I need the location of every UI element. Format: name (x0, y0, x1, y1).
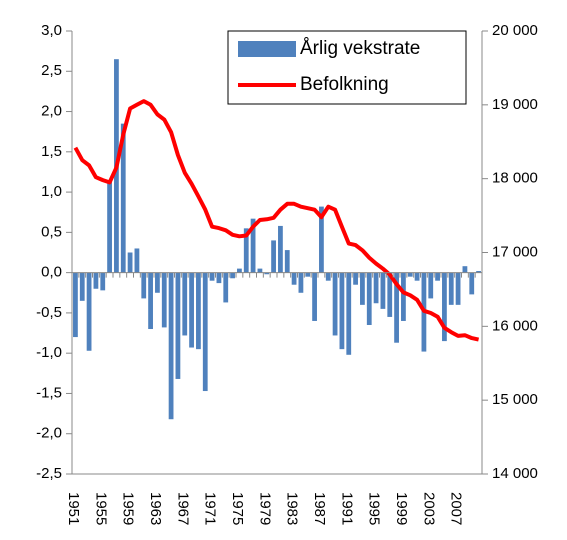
bar (120, 123, 126, 273)
y-tick-label: 0,5 (41, 223, 62, 240)
y2-tick-label: 17 000 (492, 243, 538, 260)
y-tick-label: -1,0 (36, 344, 62, 361)
bar (223, 272, 229, 303)
bar (353, 272, 358, 285)
bar (448, 272, 454, 305)
y2-tick-label: 18 000 (492, 170, 538, 187)
bar (312, 272, 317, 321)
bar (209, 272, 215, 281)
y-tick-label: -1,5 (36, 384, 62, 401)
bar (380, 272, 386, 309)
x-tick-label: 1959 (120, 492, 137, 525)
bar (73, 272, 78, 338)
bar (257, 268, 263, 273)
bar (155, 272, 160, 293)
bar (141, 272, 147, 299)
bar (332, 272, 338, 336)
y-tick-label: 0,0 (41, 264, 62, 281)
y2-tick-label: 19 000 (492, 96, 538, 113)
bar (414, 272, 420, 281)
bar (93, 272, 99, 289)
y2-tick-label: 20 000 (492, 22, 538, 39)
bar (325, 272, 331, 281)
x-tick-label: 1999 (393, 492, 410, 525)
bar (360, 272, 365, 305)
bar (161, 272, 167, 328)
bar (86, 272, 92, 351)
y2-tick-label: 15 000 (492, 391, 538, 408)
line (73, 99, 480, 342)
y2-tick-label: 14 000 (492, 465, 538, 482)
y-tick-label: 3,0 (41, 22, 62, 39)
x-tick-label: 1971 (202, 492, 219, 525)
legend-label: Årlig vekstrate (300, 38, 420, 59)
bar (237, 268, 242, 273)
bar (387, 272, 393, 317)
bar (291, 272, 297, 285)
bar (196, 272, 201, 350)
y-tick-label: -0,5 (36, 304, 62, 321)
bar (79, 272, 85, 301)
bar (216, 272, 222, 284)
bar (148, 272, 153, 330)
y-tick-label: 2,0 (41, 103, 62, 120)
bar (339, 272, 345, 350)
x-tick-label: 1979 (256, 492, 273, 525)
bar (346, 272, 352, 355)
bar (428, 272, 434, 299)
bar (462, 266, 468, 273)
y-tick-label: -2,5 (36, 465, 62, 482)
bar (243, 228, 249, 273)
bar (182, 272, 188, 336)
bar (442, 272, 447, 342)
x-tick-label: 1963 (147, 492, 164, 525)
bar (319, 206, 324, 273)
x-tick-label: 2007 (448, 492, 465, 525)
bar (455, 272, 461, 305)
bar (107, 180, 112, 273)
bar (175, 272, 181, 379)
bar (278, 225, 283, 273)
x-tick-label: 1983 (284, 492, 301, 525)
bar (134, 248, 140, 273)
bar (168, 272, 174, 420)
bar (476, 271, 481, 273)
legend-swatch (238, 41, 296, 57)
x-tick-label: 1987 (311, 492, 328, 525)
x-tick-label: 1967 (174, 492, 191, 525)
bar (435, 272, 440, 281)
bar (127, 252, 133, 273)
bar (264, 272, 270, 275)
bar (189, 272, 194, 348)
y2-tick-label: 16 000 (492, 317, 538, 334)
x-tick-label: 2003 (420, 492, 437, 525)
bar (373, 272, 379, 304)
bar (230, 272, 235, 279)
y-tick-label: 2,5 (41, 62, 62, 79)
bar (250, 218, 256, 273)
bar (469, 272, 475, 295)
bar (401, 272, 406, 321)
x-tick-label: 1991 (338, 492, 355, 525)
bar (298, 272, 304, 293)
x-tick-label: 1995 (366, 492, 383, 525)
bar (305, 272, 311, 277)
bar (284, 250, 290, 273)
x-tick-label: 1955 (92, 492, 109, 525)
legend-label: Befolkning (300, 74, 389, 95)
y-tick-label: 1,5 (41, 143, 62, 160)
bar (394, 272, 399, 343)
bar (407, 272, 413, 277)
y-tick-label: 1,0 (41, 183, 62, 200)
bar (271, 240, 276, 273)
y-tick-label: -2,0 (36, 425, 62, 442)
bar (366, 272, 372, 325)
x-tick-label: 1975 (229, 492, 246, 525)
bar (100, 272, 106, 291)
x-tick-label: 1951 (65, 492, 82, 525)
bar (202, 272, 208, 392)
